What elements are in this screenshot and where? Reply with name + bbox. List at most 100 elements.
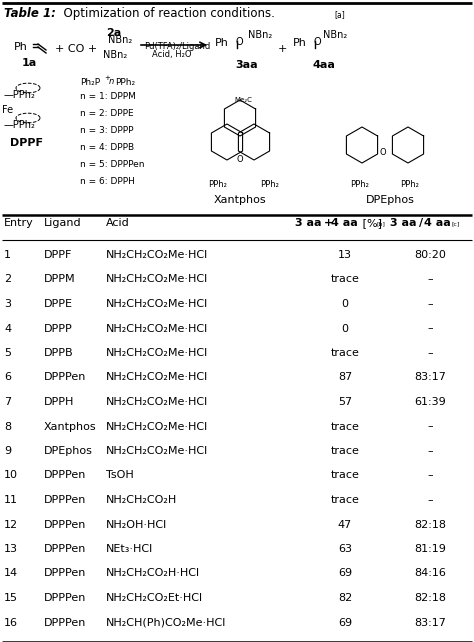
Text: —PPh₂: —PPh₂ xyxy=(4,120,36,130)
Text: 3: 3 xyxy=(4,299,11,309)
Text: n: n xyxy=(109,77,114,86)
Text: trace: trace xyxy=(330,495,359,505)
Text: –: – xyxy=(427,348,433,358)
Text: Fe: Fe xyxy=(2,105,13,115)
Text: 84:16: 84:16 xyxy=(414,569,446,578)
Text: Xantphos: Xantphos xyxy=(44,422,97,431)
Text: 10: 10 xyxy=(4,471,18,480)
Text: +: + xyxy=(324,218,333,228)
Text: NH₂CH₂CO₂H·HCl: NH₂CH₂CO₂H·HCl xyxy=(106,569,200,578)
Text: PPh₂: PPh₂ xyxy=(260,180,279,189)
Text: O: O xyxy=(380,148,386,157)
Text: –: – xyxy=(427,324,433,333)
Text: Ph: Ph xyxy=(14,42,28,52)
Text: DPPF: DPPF xyxy=(44,250,73,260)
Text: trace: trace xyxy=(330,348,359,358)
Text: Table 1:: Table 1: xyxy=(4,7,56,20)
Text: n = 6: DPPH: n = 6: DPPH xyxy=(80,177,135,186)
Text: 1a: 1a xyxy=(22,58,37,68)
Text: 61:39: 61:39 xyxy=(414,397,446,407)
Text: –: – xyxy=(427,299,433,309)
Text: NH₂CH₂CO₂Me·HCl: NH₂CH₂CO₂Me·HCl xyxy=(106,275,208,284)
Text: 12: 12 xyxy=(4,519,18,530)
Text: 3 aa: 3 aa xyxy=(390,218,417,228)
Text: [a]: [a] xyxy=(334,10,345,19)
Text: NH₂OH·HCl: NH₂OH·HCl xyxy=(106,519,167,530)
Text: O: O xyxy=(237,155,244,164)
Text: n = 5: DPPPen: n = 5: DPPPen xyxy=(80,160,145,169)
Text: 4 aa: 4 aa xyxy=(424,218,451,228)
Text: 3 aa: 3 aa xyxy=(295,218,321,228)
Text: n = 2: DPPE: n = 2: DPPE xyxy=(80,109,134,118)
Text: Pd(TFA)₂/Ligand: Pd(TFA)₂/Ligand xyxy=(144,42,210,51)
Text: trace: trace xyxy=(330,446,359,456)
Text: trace: trace xyxy=(330,471,359,480)
Text: DPPPen: DPPPen xyxy=(44,569,86,578)
Text: DPPH: DPPH xyxy=(44,397,74,407)
Text: NBn₂: NBn₂ xyxy=(103,50,127,60)
Text: DPPM: DPPM xyxy=(44,275,76,284)
Text: 1: 1 xyxy=(4,250,11,260)
Text: 83:17: 83:17 xyxy=(414,618,446,627)
Text: NH₂CH₂CO₂Me·HCl: NH₂CH₂CO₂Me·HCl xyxy=(106,422,208,431)
Text: 57: 57 xyxy=(338,397,352,407)
Text: 0: 0 xyxy=(341,299,348,309)
Text: Entry: Entry xyxy=(4,218,34,228)
Text: 14: 14 xyxy=(4,569,18,578)
Text: 4aa: 4aa xyxy=(313,60,336,70)
Text: NH₂CH(Ph)CO₂Me·HCl: NH₂CH(Ph)CO₂Me·HCl xyxy=(106,618,227,627)
Text: DPPPen: DPPPen xyxy=(44,495,86,505)
Text: NH₂CH₂CO₂Me·HCl: NH₂CH₂CO₂Me·HCl xyxy=(106,324,208,333)
Text: O: O xyxy=(314,37,322,47)
Text: DPPF: DPPF xyxy=(10,138,43,148)
Text: 82:18: 82:18 xyxy=(414,519,446,530)
Text: Acid: Acid xyxy=(106,218,130,228)
Text: NBn₂: NBn₂ xyxy=(248,30,272,40)
Text: 2a: 2a xyxy=(106,28,121,38)
Text: –: – xyxy=(427,422,433,431)
Text: 81:19: 81:19 xyxy=(414,544,446,554)
Text: DPPPen: DPPPen xyxy=(44,618,86,627)
Text: NH₂CH₂CO₂Me·HCl: NH₂CH₂CO₂Me·HCl xyxy=(106,397,208,407)
Text: Ph: Ph xyxy=(215,38,229,48)
Text: —PPh₂: —PPh₂ xyxy=(4,90,36,100)
Text: 69: 69 xyxy=(338,569,352,578)
Text: –: – xyxy=(427,495,433,505)
Text: trace: trace xyxy=(330,275,359,284)
Text: NH₂CH₂CO₂Me·HCl: NH₂CH₂CO₂Me·HCl xyxy=(106,446,208,456)
Text: 83:17: 83:17 xyxy=(414,372,446,383)
Text: DPEphos: DPEphos xyxy=(365,195,414,205)
Text: 80:20: 80:20 xyxy=(414,250,446,260)
Text: Xantphos: Xantphos xyxy=(214,195,266,205)
Text: + CO +: + CO + xyxy=(55,44,97,54)
Text: 2: 2 xyxy=(4,275,11,284)
Text: 3aa: 3aa xyxy=(235,60,258,70)
Text: n = 3: DPPP: n = 3: DPPP xyxy=(80,126,134,135)
Text: +: + xyxy=(104,75,110,81)
Text: n = 4: DPPB: n = 4: DPPB xyxy=(80,143,134,152)
Text: 4: 4 xyxy=(4,324,11,333)
Text: Optimization of reaction conditions.: Optimization of reaction conditions. xyxy=(56,7,275,20)
Text: DPPP: DPPP xyxy=(44,324,73,333)
Text: DPPE: DPPE xyxy=(44,299,73,309)
Text: 5: 5 xyxy=(4,348,11,358)
Text: NBn₂: NBn₂ xyxy=(323,30,347,40)
Text: NH₂CH₂CO₂H: NH₂CH₂CO₂H xyxy=(106,495,177,505)
Text: Acid, H₂O: Acid, H₂O xyxy=(152,50,191,59)
Text: n = 1: DPPM: n = 1: DPPM xyxy=(80,92,136,101)
Text: 47: 47 xyxy=(338,519,352,530)
Text: 11: 11 xyxy=(4,495,18,505)
Text: NH₂CH₂CO₂Et·HCl: NH₂CH₂CO₂Et·HCl xyxy=(106,593,203,603)
Text: 0: 0 xyxy=(341,324,348,333)
Text: 6: 6 xyxy=(4,372,11,383)
Text: +: + xyxy=(278,44,287,54)
Text: Ph₂P: Ph₂P xyxy=(80,78,100,87)
Text: /: / xyxy=(419,218,423,228)
Text: TsOH: TsOH xyxy=(106,471,134,480)
Text: PPh₂: PPh₂ xyxy=(350,180,369,189)
Text: PPh₂: PPh₂ xyxy=(208,180,227,189)
Text: 7: 7 xyxy=(4,397,11,407)
Text: –: – xyxy=(427,471,433,480)
Text: 13: 13 xyxy=(4,544,18,554)
Text: [c]: [c] xyxy=(452,221,460,226)
